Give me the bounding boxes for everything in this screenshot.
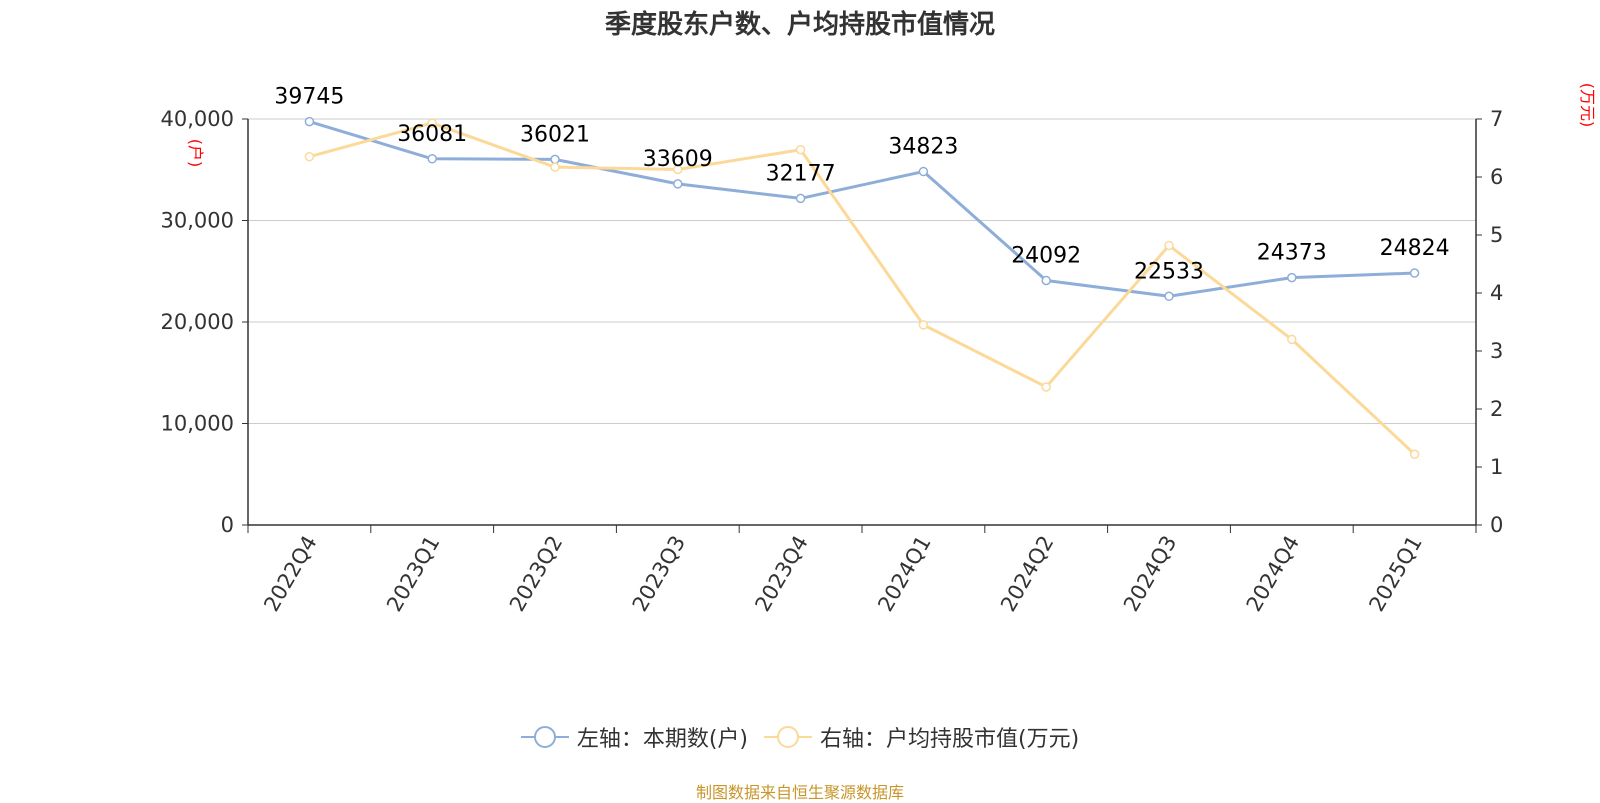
data-label: 32177 — [766, 161, 836, 186]
left-series-point — [918, 166, 929, 177]
right-axis-tick-label: 3 — [1490, 339, 1503, 363]
left-series-point — [304, 116, 315, 127]
right-axis-tick-label: 7 — [1490, 107, 1503, 131]
legend-item-right-series[interactable]: 右轴：户均持股市值(万元) — [764, 721, 1079, 753]
x-axis-tick-label: 2024Q4 — [1242, 532, 1304, 616]
data-label: 39745 — [274, 85, 344, 110]
right-series-point — [673, 164, 683, 175]
gridlines — [248, 118, 1476, 424]
left-series-point — [550, 154, 560, 165]
legend-line-circle-icon — [764, 726, 812, 748]
legend: 左轴：本期数(户) 右轴：户均持股市值(万元) — [0, 721, 1600, 753]
axes: 0 10,000 20,000 30,000 40,000 0 1 2 3 4 5 6 7 2022Q4 2… — [161, 83, 1597, 616]
left-axis-tick-label: 10,000 — [161, 412, 234, 436]
right-series-point — [1409, 449, 1420, 459]
left-axis-tick-label: 40,000 — [161, 107, 234, 131]
right-axis-tick-label: 5 — [1490, 223, 1503, 247]
left-axis-unit-label: (户) — [186, 139, 205, 168]
data-label: 33609 — [643, 147, 713, 172]
left-series-point — [1409, 268, 1420, 278]
left-series-point — [1287, 272, 1297, 283]
left-axis-tick-label: 30,000 — [161, 209, 234, 233]
x-axis-tick-label: 2023Q4 — [750, 532, 812, 616]
x-axis-tick-label: 2023Q2 — [505, 532, 567, 616]
legend-label-left-series: 左轴：本期数(户) — [576, 727, 748, 752]
data-label: 36081 — [397, 122, 467, 147]
right-axis-unit-label: (万元) — [1578, 83, 1597, 128]
data-label: 36021 — [520, 122, 590, 147]
right-series-point — [304, 151, 315, 162]
data-label: 24824 — [1380, 236, 1450, 261]
legend-label-right-series: 右轴：户均持股市值(万元) — [820, 727, 1080, 752]
x-axis-tick-label: 2023Q1 — [382, 532, 444, 616]
right-axis-tick-label: 4 — [1490, 281, 1503, 305]
right-series-line — [309, 121, 1416, 456]
right-axis-tick-label: 0 — [1490, 513, 1503, 537]
data-label: 34823 — [888, 135, 958, 160]
left-series-point — [673, 179, 683, 189]
x-axis-tick-label: 2023Q3 — [628, 532, 690, 616]
source-note: 制图数据来自恒生聚源数据库 — [695, 783, 904, 802]
left-axis-tick-label: 0 — [221, 513, 234, 537]
left-axis-tick-label: 20,000 — [161, 310, 234, 334]
right-series-point — [427, 118, 437, 128]
right-series-point — [1164, 240, 1174, 251]
right-series-point — [795, 144, 806, 155]
legend-item-left-series[interactable]: 左轴：本期数(户) — [520, 721, 748, 753]
right-series-point — [1287, 334, 1297, 345]
data-label: 22533 — [1134, 259, 1204, 284]
right-series-point — [918, 320, 929, 330]
x-axis-tick-label: 2024Q3 — [1119, 532, 1181, 616]
left-series-point — [1164, 291, 1174, 302]
right-axis-tick-label: 2 — [1490, 397, 1503, 421]
series-lines — [304, 116, 1420, 459]
left-series-point — [1041, 275, 1051, 286]
legend-line-circle-icon — [520, 726, 569, 748]
x-axis-tick-label: 2022Q4 — [259, 532, 321, 616]
left-series-point — [427, 154, 437, 164]
chart-title: 季度股东户数、户均持股市值情况 — [604, 10, 995, 40]
right-axis-tick-label: 6 — [1490, 165, 1503, 189]
x-axis-tick-label: 2024Q2 — [996, 532, 1058, 616]
left-series-point — [795, 193, 806, 204]
right-series-point — [550, 162, 560, 172]
x-axis-tick-label: 2025Q1 — [1364, 532, 1426, 616]
right-axis-tick-label: 1 — [1490, 455, 1503, 479]
data-label: 24373 — [1257, 241, 1327, 266]
left-series-line — [308, 120, 1415, 298]
data-labels: 39745 36081 36021 33609 32177 34823 24092 22533… — [274, 85, 1449, 285]
right-series-point — [1041, 382, 1051, 392]
x-axis-tick-label: 2024Q1 — [873, 532, 935, 616]
data-label: 24092 — [1011, 243, 1081, 268]
